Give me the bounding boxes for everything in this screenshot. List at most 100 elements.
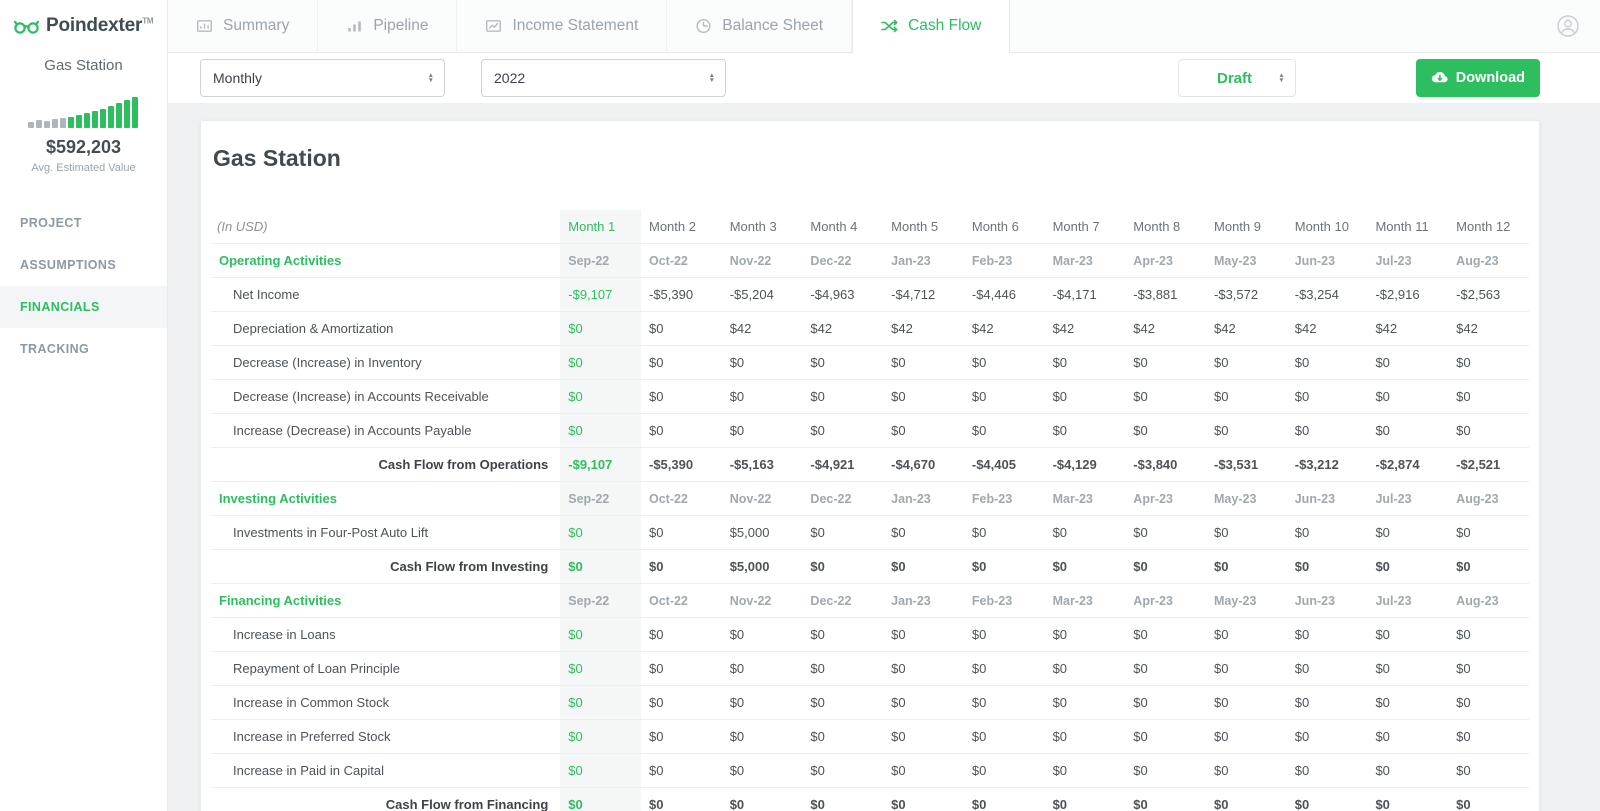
report-title: Gas Station [213, 145, 341, 171]
date-cell: Dec-22 [810, 593, 852, 608]
date-cell: Jan-23 [891, 593, 931, 608]
value-cell: $0 [1456, 763, 1471, 778]
value-cell: $0 [1052, 389, 1068, 404]
value-cell: $5,000 [729, 525, 770, 540]
subtotal-row: Cash Flow from Investing $0 $0 $5,000 $0 $0 $0… [211, 549, 1529, 584]
estimated-value-label: Avg. Estimated Value [31, 162, 136, 174]
value-cell: -$3,531 [1214, 457, 1259, 472]
column-header: Month 2 [648, 219, 696, 234]
value-cell: -$3,881 [1133, 287, 1178, 302]
sparkline-bar [75, 115, 82, 128]
value-cell: -$4,921 [810, 457, 855, 472]
date-cell: Mar-23 [1052, 593, 1093, 608]
value-cell: $0 [1052, 423, 1068, 438]
value-cell: -$2,874 [1375, 457, 1420, 472]
trademark: TM [142, 16, 154, 26]
balance-sheet-icon [696, 18, 711, 34]
column-header: Month 11 [1375, 219, 1429, 234]
value-cell: $0 [1133, 661, 1148, 676]
date-cell: Feb-23 [971, 491, 1013, 506]
period-select-value: Monthly [213, 70, 263, 86]
section-label: Investing Activities [219, 491, 337, 506]
value-cell: -$3,254 [1294, 287, 1339, 302]
tab-label: Balance Sheet [722, 17, 824, 34]
value-cell: $0 [648, 695, 664, 710]
value-cell: $0 [1294, 525, 1310, 540]
value-cell: $0 [1052, 763, 1068, 778]
date-cell: Jun-23 [1294, 253, 1336, 268]
value-cell: $0 [1214, 661, 1229, 676]
value-cell: $0 [1375, 661, 1390, 676]
value-cell: $0 [1214, 797, 1229, 811]
column-header: Month 12 [1456, 219, 1511, 234]
date-cell: Mar-23 [1052, 491, 1093, 506]
date-cell: Aug-23 [1456, 593, 1499, 608]
value-cell: $0 [810, 763, 825, 778]
value-cell: $0 [560, 311, 641, 346]
value-cell: $0 [1214, 729, 1229, 744]
value-cell: $0 [1133, 627, 1148, 642]
row-label: Increase in Common Stock [233, 695, 390, 710]
tabbar-spacer [1010, 0, 1556, 52]
value-cell: $0 [648, 525, 664, 540]
value-cell: -$4,963 [810, 287, 855, 302]
value-cell: $0 [1375, 695, 1390, 710]
tab-cash-flow[interactable]: Cash Flow [852, 0, 1011, 53]
date-cell: Sep-22 [560, 583, 641, 618]
value-cell: $0 [891, 797, 906, 811]
column-header: Month 10 [1294, 219, 1349, 234]
column-header: Month 1 [560, 210, 641, 244]
value-cell: $0 [971, 797, 987, 811]
value-cell: $0 [891, 695, 906, 710]
value-cell: $0 [648, 661, 664, 676]
value-cell: $0 [891, 423, 906, 438]
column-header: Month 7 [1052, 219, 1100, 234]
sparkline-bar [51, 119, 58, 128]
tab-pipeline[interactable]: Pipeline [318, 0, 458, 52]
row-label: Decrease (Increase) in Inventory [233, 355, 422, 370]
sidebar-item-project[interactable]: PROJECT [20, 216, 82, 230]
row-label: Increase in Preferred Stock [233, 729, 391, 744]
sidebar-item-tracking[interactable]: TRACKING [20, 342, 90, 356]
user-icon[interactable] [1556, 14, 1580, 38]
value-cell: $0 [648, 321, 664, 336]
value-cell: $0 [729, 763, 745, 778]
value-cell: $0 [1214, 627, 1229, 642]
tab-summary[interactable]: Summary [168, 0, 319, 52]
value-cell: $0 [891, 355, 906, 370]
value-cell: $0 [971, 661, 987, 676]
row-label: Repayment of Loan Principle [233, 661, 400, 676]
date-cell: Dec-22 [810, 253, 852, 268]
income-statement-icon [486, 20, 502, 32]
valuation-sparkline [27, 92, 140, 128]
line-item-row: Net Income -$9,107 -$5,390 -$5,204 -$4,963 -$… [211, 277, 1529, 312]
download-label: Download [1455, 70, 1525, 86]
logo[interactable]: PoindexterTM [0, 0, 167, 37]
status-select[interactable]: Draft ▲ ▼ [1177, 59, 1296, 97]
value-cell: $0 [729, 627, 745, 642]
sparkline-bar [99, 109, 106, 128]
value-cell: $0 [971, 763, 987, 778]
line-item-row: Investments in Four-Post Auto Lift $0 $0 $5… [211, 515, 1529, 550]
sidebar-item-assumptions[interactable]: ASSUMPTIONS [20, 258, 117, 272]
date-cell: Jul-23 [1375, 593, 1412, 608]
row-label: Decrease (Increase) in Accounts Receivab… [233, 389, 489, 404]
download-button[interactable]: Download [1415, 59, 1540, 97]
value-cell: -$2,916 [1375, 287, 1420, 302]
tab-balance-sheet[interactable]: Balance Sheet [667, 0, 853, 52]
sidebar-item-financials[interactable]: FINANCIALS [0, 286, 167, 328]
date-cell: Jun-23 [1294, 491, 1336, 506]
sparkline-bar [59, 118, 66, 128]
line-item-row: Decrease (Increase) in Inventory $0 $0 $0 $0… [211, 345, 1529, 380]
value-cell: $0 [1294, 797, 1310, 811]
row-label: Increase in Paid in Capital [233, 763, 385, 778]
period-select[interactable]: Monthly ▲ ▼ [200, 59, 445, 97]
line-item-row: Repayment of Loan Principle $0 $0 $0 $0 $0 $0 $… [211, 651, 1529, 686]
year-select[interactable]: 2022 ▲ ▼ [481, 59, 726, 97]
value-cell: $0 [971, 559, 987, 574]
sparkline-bar [67, 117, 74, 128]
date-cell: Apr-23 [1133, 491, 1173, 506]
tab-income-statement[interactable]: Income Statement [457, 0, 668, 52]
value-cell: $0 [648, 423, 664, 438]
value-cell: $0 [560, 753, 641, 788]
